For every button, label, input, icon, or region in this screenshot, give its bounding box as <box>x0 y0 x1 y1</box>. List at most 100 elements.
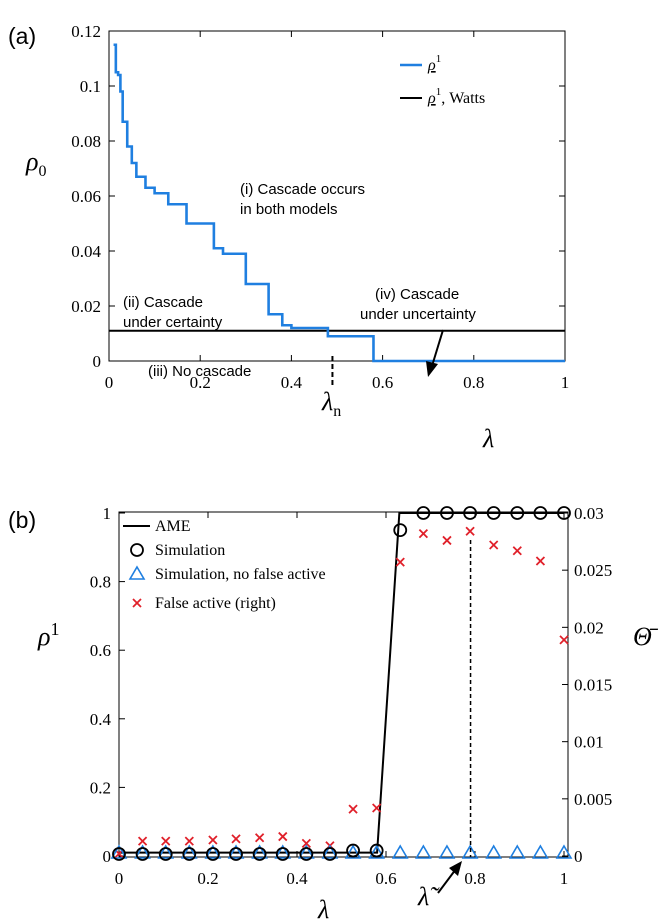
simulation-marker <box>393 523 408 538</box>
lambda-tilde-arrow <box>437 861 462 894</box>
no-false-active-marker <box>368 844 386 859</box>
x-tick-label: 1 <box>560 869 569 888</box>
lambda-n-subscript: n <box>333 403 341 420</box>
no-false-active-marker <box>555 844 573 859</box>
false-active-stroke <box>418 528 429 539</box>
no-false-active-marker <box>157 844 175 859</box>
rho-subscript: 0 <box>38 163 46 180</box>
false-active-marker <box>395 557 405 567</box>
y-tick-label: 0.6 <box>90 641 111 660</box>
lambda-tilde-label: λ̃ <box>417 882 440 911</box>
false-active-marker <box>254 833 265 843</box>
panel-a-legend: ρ1 ρ1, Watts <box>400 53 485 107</box>
false-active-marker <box>137 836 148 846</box>
y-tick-label: 0 <box>103 847 112 866</box>
false-active-marker <box>489 540 499 550</box>
right-y-tick-label: 0.005 <box>574 790 612 809</box>
false-active-stroke <box>489 540 499 550</box>
right-y-tick-label: 0.03 <box>574 504 604 523</box>
panel-b-y-ticks: 0 0.2 0.4 0.6 0.8 1 <box>90 504 125 866</box>
ame-line <box>119 512 564 854</box>
y-tick-label: 1 <box>103 504 112 523</box>
x-tick-label: 0.2 <box>197 869 218 888</box>
legend-rho-superscript: 1 <box>436 53 442 65</box>
legend-simulation-marker <box>130 543 144 557</box>
false-active-marker <box>535 556 546 566</box>
simulation-marker <box>369 843 384 858</box>
x-tick-label: 0.6 <box>375 869 396 888</box>
rho1-line <box>113 43 565 363</box>
false-active-marker <box>372 803 382 813</box>
x-tick-label: 0 <box>105 373 114 392</box>
lambda-n-symbol: λ <box>321 387 333 416</box>
panel-a-x-axis-label: λ <box>482 424 494 453</box>
panel-b-rho-symbol: ρ <box>37 622 50 651</box>
right-y-tick-label: 0 <box>574 847 583 866</box>
legend-no-false-active-marker <box>128 565 146 580</box>
region-iii-label: (iii) No cascade <box>148 363 251 380</box>
legend-watts-text: , Watts <box>441 90 485 107</box>
false-active-stroke <box>301 838 311 849</box>
region-i-line2: in both models <box>240 201 338 218</box>
simulation-marker <box>112 847 126 861</box>
region-iv-line2: under uncertainty <box>360 306 476 323</box>
y-tick-label: 0.8 <box>90 573 111 592</box>
false-active-marker <box>208 835 218 845</box>
x-tick-label: 0.2 <box>190 373 211 392</box>
no-false-active-marker <box>134 844 151 859</box>
false-active-stroke <box>231 834 241 844</box>
panel-b-x-ticks: 0 0.2 0.4 0.6 0.8 1 <box>115 512 569 888</box>
simulation-marker <box>510 506 525 520</box>
false-active-stroke <box>161 836 171 846</box>
no-false-active-marker <box>204 844 222 859</box>
region-i-line1: (i) Cascade occurs <box>240 181 365 198</box>
panel-b-frame <box>118 511 569 858</box>
false-active-stroke <box>208 835 218 845</box>
simulation-marker <box>158 847 173 861</box>
panel-a-y-ticks: 0 0.02 0.04 0.06 0.08 0.1 0.12 <box>71 22 565 371</box>
panel-a-label: (a) <box>8 23 36 49</box>
simulation-marker <box>205 847 220 861</box>
panel-a: (a) ρ0 λ 00.020.040.060.080.10.12 0 0.2 0.… <box>8 22 569 453</box>
panel-a-series <box>109 43 565 363</box>
region-iv-line1: (iv) Cascade <box>375 286 459 303</box>
false-active-marker <box>512 546 522 556</box>
no-false-active-marker <box>227 844 245 859</box>
no-false-active-marker <box>438 844 456 859</box>
panel-b-right-axis-label: Θ̄ <box>633 622 659 651</box>
right-y-tick-label: 0.01 <box>574 733 604 752</box>
panel-b-right-y-ticks: 0 0.005 0.01 0.015 0.02 0.025 0.03 <box>562 504 612 866</box>
false-active-stroke <box>254 833 265 843</box>
legend-rho-symbol: ρ <box>427 57 436 74</box>
y-tick-label: 0 <box>93 352 102 371</box>
panel-b-legend: AME Simulation Simulation, no false acti… <box>123 518 326 612</box>
panel-b-label: (b) <box>8 507 36 533</box>
false-active-stroke <box>559 635 569 645</box>
legend-no-false-active-label: Simulation, no false active <box>155 566 326 583</box>
false-active-stroke <box>372 803 382 813</box>
false-active-marker <box>161 836 171 846</box>
y-tick-label: 0.08 <box>71 132 101 151</box>
lambda-n-label: λn <box>321 387 341 420</box>
panel-b: (b) ρ1 Θ̄ λ 00.20.40.60.81 00.0050.010.0… <box>8 504 659 924</box>
false-active-stroke <box>395 557 405 567</box>
no-false-active-marker <box>274 844 292 859</box>
simulation-marker <box>533 506 548 520</box>
false-active-marker <box>559 635 569 645</box>
no-false-active-marker <box>110 844 128 859</box>
legend-watts-superscript: 1 <box>436 86 442 98</box>
legend-rho1-label: ρ1 <box>427 53 441 74</box>
simulation-marker <box>416 506 431 520</box>
legend-false-active-label: False active (right) <box>155 595 276 612</box>
region-iv-arrow <box>426 329 444 377</box>
simulation-marker <box>486 506 501 520</box>
false-active-marker <box>184 836 194 846</box>
y-tick-label: 0.02 <box>71 297 101 316</box>
simulation-marker <box>323 847 337 861</box>
simulation-marker <box>275 847 290 861</box>
region-ii-line1: (ii) Cascade <box>123 294 203 311</box>
no-false-active-marker <box>344 844 362 859</box>
legend-ame-label: AME <box>155 518 191 535</box>
no-false-active-marker <box>508 844 526 859</box>
false-active-stroke <box>137 836 148 846</box>
